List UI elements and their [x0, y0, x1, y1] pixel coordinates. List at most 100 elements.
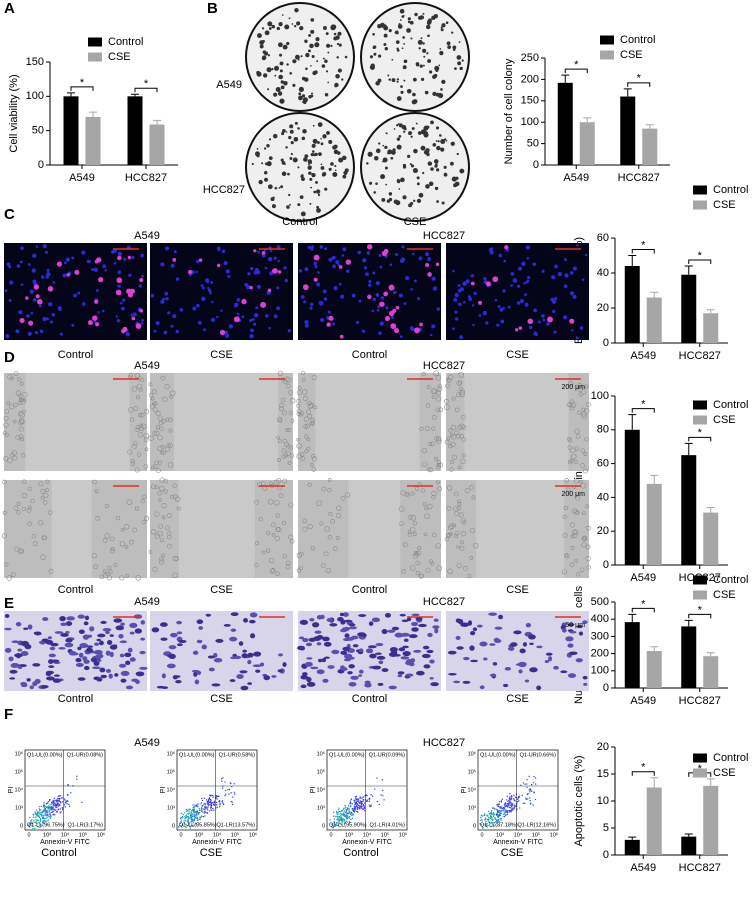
cell [575, 495, 580, 501]
edu-cell [470, 281, 475, 286]
cell [307, 482, 312, 487]
invaded-cell [45, 676, 55, 681]
colony [338, 157, 344, 163]
nucleus [482, 311, 487, 316]
nucleus [478, 314, 482, 317]
cell [449, 467, 454, 472]
invaded-cell [211, 683, 221, 687]
event [483, 814, 486, 816]
colony [418, 192, 424, 198]
nucleus [6, 262, 11, 267]
cell [456, 505, 461, 511]
event [381, 789, 384, 792]
invaded-cell [519, 648, 526, 654]
event [56, 811, 58, 813]
colony [328, 167, 332, 171]
invaded-cell [316, 669, 325, 675]
invaded-cell [343, 619, 353, 623]
colony [428, 181, 434, 187]
event [381, 779, 384, 781]
invaded-cell [369, 653, 377, 659]
colony [425, 184, 430, 189]
invaded-cell [79, 643, 89, 649]
invaded-cell [576, 625, 583, 629]
event [50, 811, 53, 814]
event [488, 810, 490, 812]
colony [369, 181, 373, 185]
invaded-cell [208, 667, 215, 672]
invaded-cell [367, 645, 377, 649]
event [351, 814, 353, 816]
invaded-cell [166, 663, 176, 669]
event [231, 803, 234, 806]
cell [564, 553, 569, 558]
x-tick-label: A549 [630, 862, 656, 874]
invaded-cell [348, 681, 357, 687]
event [201, 805, 204, 807]
edu-cell [74, 269, 80, 275]
nucleus [521, 261, 526, 266]
legend-swatch [600, 35, 614, 45]
invaded-cell [302, 637, 309, 643]
colony [314, 141, 317, 144]
y-tick-label: 10⁴ [317, 786, 326, 793]
cell [447, 568, 453, 575]
nucleus [119, 301, 123, 305]
invaded-cell [430, 682, 439, 687]
quadrant-label: Q1-LL(96.75%) [27, 822, 65, 828]
cell [40, 495, 45, 500]
x-axis-label: Annexin-V FITC [342, 839, 392, 846]
event [348, 808, 350, 810]
colony [261, 27, 265, 30]
colony [435, 68, 439, 73]
nucleus [314, 264, 318, 269]
cell [277, 370, 284, 377]
legend-label: CSE [108, 51, 131, 63]
nucleus [575, 336, 579, 340]
nucleus [576, 244, 579, 247]
invaded-cell [15, 621, 22, 627]
invaded-cell [309, 618, 315, 622]
cell [129, 417, 135, 422]
colony [378, 142, 381, 145]
colony [411, 127, 415, 131]
panel-letter: C [4, 206, 15, 223]
event [68, 805, 71, 807]
event [486, 826, 489, 828]
event [534, 777, 537, 779]
cell [139, 423, 144, 428]
cell [313, 405, 318, 410]
nucleus [210, 317, 216, 322]
x-tick-label: 10⁶ [550, 831, 558, 838]
nucleus [211, 300, 214, 304]
nucleus [385, 306, 389, 310]
event [187, 819, 189, 822]
event [31, 824, 33, 827]
nucleus [485, 321, 489, 325]
event [508, 809, 511, 812]
event [498, 803, 501, 805]
colony-plate [245, 112, 355, 222]
nucleus [433, 286, 437, 290]
edu-cell [390, 323, 397, 329]
event [60, 811, 62, 813]
event [38, 808, 41, 810]
invaded-cell [456, 646, 464, 650]
event [192, 804, 194, 806]
cell [469, 485, 474, 490]
colony [309, 177, 313, 181]
event [362, 799, 364, 801]
cell [576, 572, 581, 577]
cell [457, 465, 462, 470]
colony [406, 88, 412, 94]
error-bar [706, 778, 715, 786]
y-tick-label: 10³ [468, 805, 476, 811]
x-tick-label: A549 [563, 172, 589, 184]
invaded-cell [310, 666, 319, 670]
nucleus [584, 253, 588, 257]
y-tick-label: 15 [597, 768, 609, 780]
colony [293, 25, 297, 28]
event [479, 823, 481, 825]
cell [5, 432, 10, 437]
cell [309, 462, 314, 467]
